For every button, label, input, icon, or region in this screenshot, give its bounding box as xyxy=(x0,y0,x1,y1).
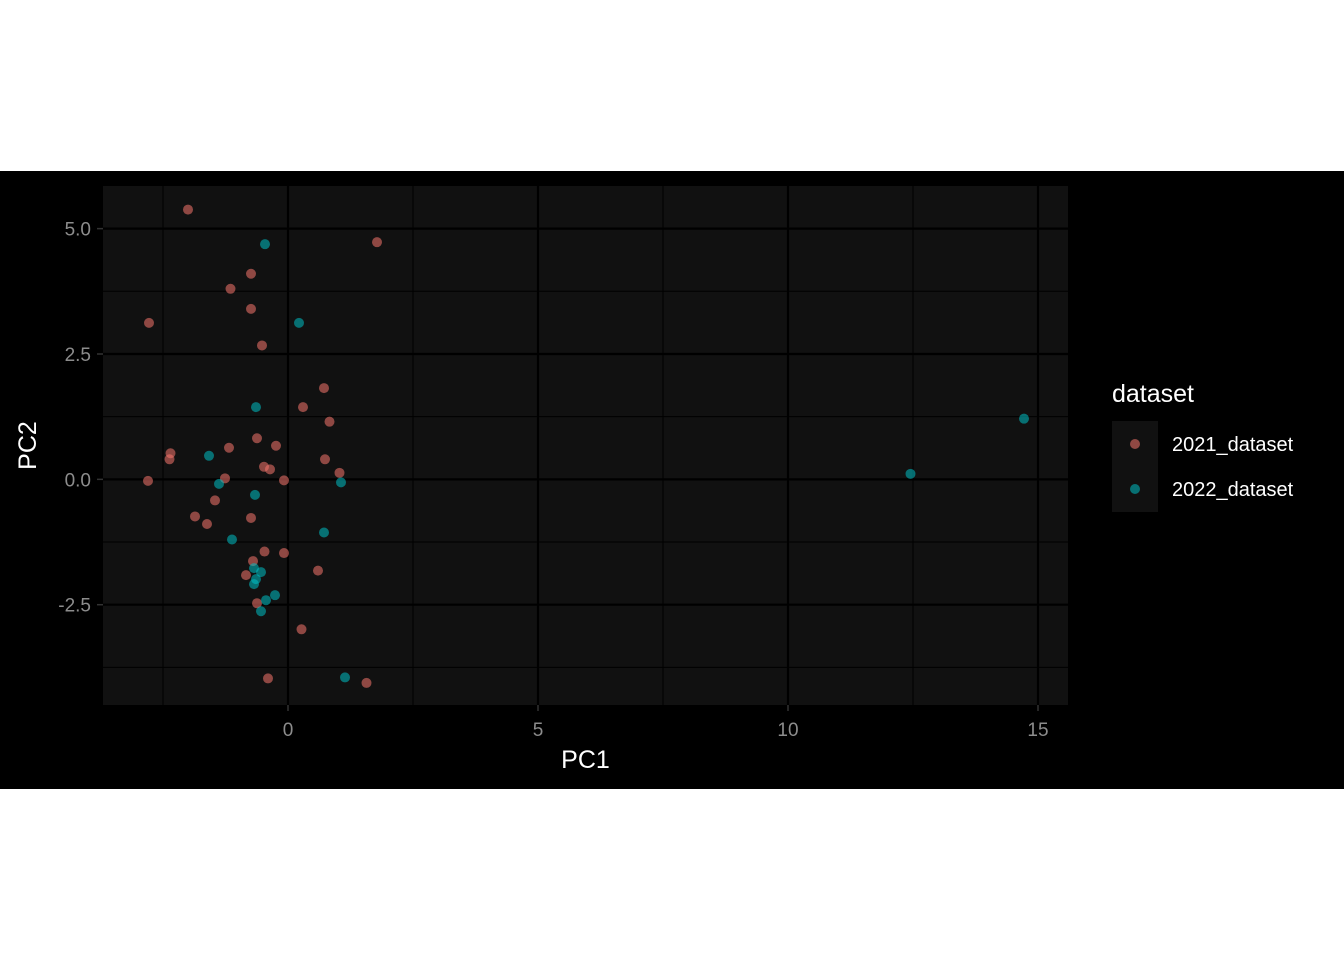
point-2021-dataset xyxy=(298,402,308,413)
point-2021-dataset xyxy=(164,454,175,465)
point-2021-dataset xyxy=(279,548,289,559)
point-2022-dataset xyxy=(214,478,224,489)
point-2022-dataset xyxy=(227,534,237,545)
point-2021-dataset xyxy=(263,673,273,684)
point-2021-dataset xyxy=(271,440,281,451)
axis-ticks: 0 5 10 15 -2.5 0.0 2.5 5.0 xyxy=(58,220,1048,741)
point-2021-dataset xyxy=(296,624,307,635)
point-2022-dataset xyxy=(250,489,260,500)
point-2021-dataset xyxy=(190,511,200,522)
point-2021-dataset xyxy=(265,464,275,475)
point-2021-dataset xyxy=(361,677,372,688)
point-2021-dataset xyxy=(246,268,256,279)
plot-area xyxy=(103,186,1068,705)
x-tick-label: 5 xyxy=(533,720,544,741)
point-2022-dataset xyxy=(336,477,346,488)
y-tick-label: -2.5 xyxy=(58,596,91,617)
data-points xyxy=(143,204,1029,688)
grid-lines xyxy=(103,186,1068,705)
point-2022-dataset xyxy=(261,595,271,606)
point-2021-dataset xyxy=(246,512,256,523)
point-2021-dataset xyxy=(320,454,330,465)
point-2021-dataset xyxy=(143,475,153,486)
point-2021-dataset xyxy=(324,416,335,427)
y-axis-title: PC2 xyxy=(14,421,42,470)
point-2022-dataset xyxy=(256,606,266,617)
point-2022-dataset xyxy=(340,672,350,683)
point-2021-dataset xyxy=(210,495,220,506)
x-axis-title: PC1 xyxy=(561,746,610,774)
point-2021-dataset xyxy=(319,383,329,394)
y-tick-label: 0.0 xyxy=(65,470,91,491)
point-2022-dataset xyxy=(905,468,916,479)
point-2022-dataset xyxy=(249,579,259,590)
x-tick-label: 0 xyxy=(283,720,294,741)
point-2021-dataset xyxy=(252,433,262,444)
point-2021-dataset xyxy=(257,340,267,351)
point-2022-dataset xyxy=(204,450,214,461)
point-2021-dataset xyxy=(224,442,234,453)
point-2021-dataset xyxy=(225,283,236,294)
point-2021-dataset xyxy=(241,570,251,581)
y-tick-label: 5.0 xyxy=(65,220,91,241)
legend-label-2022-dataset: 2022_dataset xyxy=(1172,479,1294,501)
figure-background: 0 5 10 15 -2.5 0.0 2.5 5.0 PC1 PC2 dataset 2021… xyxy=(0,171,1344,789)
point-2022-dataset xyxy=(294,317,304,328)
point-2021-dataset xyxy=(313,565,323,576)
point-2021-dataset xyxy=(372,237,382,248)
point-2022-dataset xyxy=(319,527,329,538)
x-tick-label: 10 xyxy=(777,720,798,741)
legend-key-2021-dataset xyxy=(1130,439,1140,449)
legend-title: dataset xyxy=(1112,380,1194,408)
point-2021-dataset xyxy=(259,546,270,557)
point-2022-dataset xyxy=(1019,413,1029,424)
point-2021-dataset xyxy=(334,467,345,478)
point-2022-dataset xyxy=(260,239,270,250)
legend: dataset 2021_dataset 2022_dataset xyxy=(1112,380,1294,512)
point-2022-dataset xyxy=(256,567,266,578)
x-tick-label: 15 xyxy=(1027,720,1048,741)
legend-key-background xyxy=(1112,421,1158,512)
scatter-chart: 0 5 10 15 -2.5 0.0 2.5 5.0 PC1 PC2 dataset 2021… xyxy=(14,186,1294,774)
point-2022-dataset xyxy=(270,590,280,601)
legend-key-2022-dataset xyxy=(1130,484,1140,494)
y-tick-label: 2.5 xyxy=(65,345,91,366)
point-2021-dataset xyxy=(246,303,256,314)
point-2021-dataset xyxy=(144,317,154,328)
legend-label-2021-dataset: 2021_dataset xyxy=(1172,434,1294,456)
point-2021-dataset xyxy=(183,204,193,215)
point-2021-dataset xyxy=(279,475,289,486)
point-2021-dataset xyxy=(252,598,262,609)
point-2022-dataset xyxy=(251,402,261,413)
point-2021-dataset xyxy=(202,518,212,529)
